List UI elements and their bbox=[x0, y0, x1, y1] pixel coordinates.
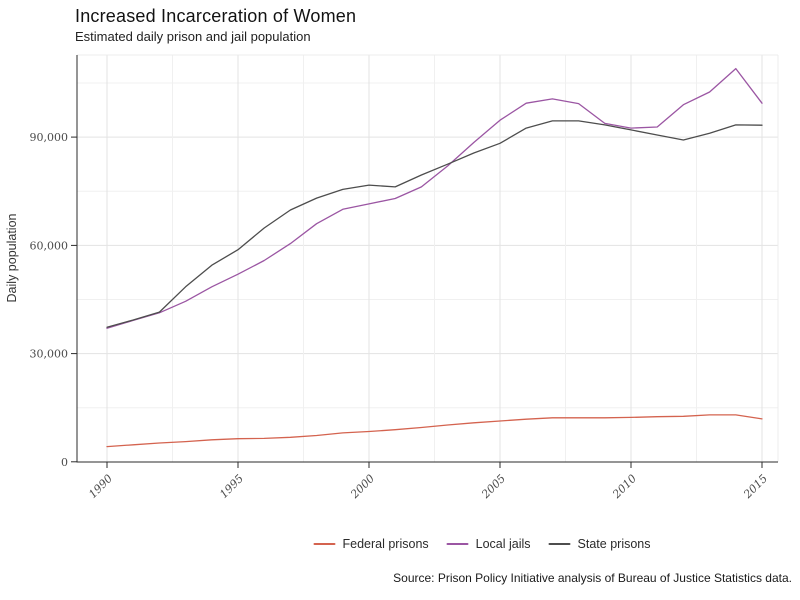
source-attribution: Source: Prison Policy Initiative analysi… bbox=[393, 571, 792, 585]
series-line-state-prisons bbox=[106, 120, 763, 328]
legend-item-local-jails: Local jails bbox=[446, 537, 531, 551]
series-line-federal-prisons bbox=[106, 414, 763, 448]
legend-label: State prisons bbox=[577, 537, 651, 551]
legend-label: Local jails bbox=[475, 537, 531, 551]
incarceration-line-chart: 0 30,000 60,000 90,000 1990 1995 2000 2005 2010 2… bbox=[5, 54, 779, 502]
chart-subtitle: Estimated daily prison and jail populati… bbox=[75, 29, 311, 44]
y-tick-label: 0 bbox=[61, 456, 68, 469]
chart-title: Increased Incarceration of Women bbox=[75, 6, 357, 26]
y-tick-label: 90,000 bbox=[30, 131, 69, 144]
series-line-local-jails bbox=[106, 67, 763, 329]
chart-legend: Federal prisons Local jails State prison… bbox=[313, 537, 651, 551]
x-tick-label: 1990 bbox=[86, 472, 115, 501]
x-tick-label: 2010 bbox=[609, 472, 639, 502]
x-tick-label: 2005 bbox=[478, 472, 508, 502]
state-prisons-line-swatch bbox=[548, 543, 571, 545]
x-tick-label: 2015 bbox=[740, 472, 770, 502]
y-tick-label: 30,000 bbox=[30, 348, 69, 361]
legend-item-federal-prisons: Federal prisons bbox=[313, 537, 429, 551]
x-tick-label: 1995 bbox=[217, 472, 246, 501]
y-axis-title: Daily population bbox=[5, 213, 19, 302]
legend-label: Federal prisons bbox=[342, 537, 429, 551]
x-tick-label: 2000 bbox=[347, 472, 377, 502]
legend-item-state-prisons: State prisons bbox=[548, 537, 651, 551]
federal-prisons-line-swatch bbox=[313, 543, 336, 545]
y-tick-label: 60,000 bbox=[30, 239, 69, 252]
local-jails-line-swatch bbox=[446, 543, 469, 545]
